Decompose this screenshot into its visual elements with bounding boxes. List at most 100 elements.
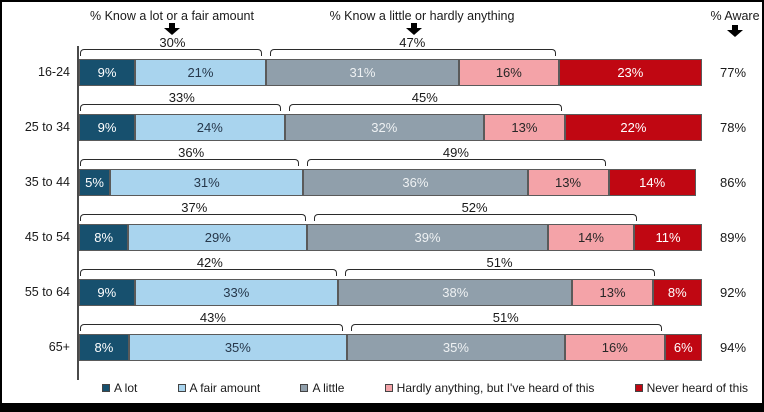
bar-segment: 14% — [547, 224, 635, 251]
legend-item: A lot — [102, 381, 137, 395]
bracket-value: 33% — [168, 90, 195, 105]
bar-segment: 8% — [652, 279, 702, 306]
header-aware: % Aware — [710, 9, 760, 23]
bar-segment: 9% — [79, 114, 136, 141]
stacked-bar: 9% 33% 38% 13% 8% — [79, 279, 702, 306]
stacked-bar: 9% 24% 32% 13% 22% — [79, 114, 702, 141]
bar-segment: 9% — [79, 59, 136, 86]
bracket-value: 52% — [461, 200, 488, 215]
bracket-value: 43% — [199, 310, 226, 325]
y-axis-line — [77, 46, 79, 380]
bar-segment: 9% — [79, 279, 135, 306]
category-label: 16-24 — [38, 65, 70, 79]
bar-segment: 8% — [79, 334, 129, 361]
bracket-know-lot-fair — [80, 324, 343, 331]
bar-segment: 33% — [134, 279, 339, 306]
legend-swatch — [177, 384, 186, 392]
bracket-know-lot-fair — [80, 159, 300, 166]
bar-segment: 13% — [483, 114, 565, 141]
bracket-know-little-hardly — [344, 269, 656, 276]
stacked-bar: 8% 35% 35% 16% 6% — [79, 334, 702, 361]
chart-row: 65+ 8% 35% 35% 16% 6% 43% 51% 94% — [2, 310, 762, 365]
bracket-know-lot-fair — [80, 269, 337, 276]
chart-row: 55 to 64 9% 33% 38% 13% 8% 42% 51% 92% — [2, 255, 762, 310]
aware-value: 77% — [719, 65, 747, 80]
legend-swatch — [384, 384, 393, 392]
bar-segment: 14% — [608, 169, 696, 196]
bar-segment: 23% — [558, 59, 702, 86]
stacked-bar: 9% 21% 31% 16% 23% — [79, 59, 702, 86]
legend-swatch — [300, 384, 309, 392]
stacked-bar: 8% 29% 39% 14% 11% — [79, 224, 702, 251]
bar-segment: 29% — [128, 224, 308, 251]
bar-segment: 6% — [664, 334, 702, 361]
bracket-know-little-hardly — [313, 214, 637, 221]
header-know-little-hardly: % Know a little or hardly anything — [329, 9, 515, 23]
bar-segment: 32% — [284, 114, 484, 141]
legend: A lot A fair amount A little Hardly anythin… — [102, 379, 748, 397]
bottom-border-bar — [2, 403, 762, 410]
bar-segment: 31% — [110, 169, 304, 196]
aware-value: 78% — [719, 120, 747, 135]
bracket-know-little-hardly — [269, 49, 556, 56]
bar-segment: 24% — [135, 114, 285, 141]
legend-label: Never heard of this — [646, 381, 748, 395]
down-arrow-icon — [164, 23, 180, 35]
legend-item: Hardly anything, but I've heard of this — [384, 381, 595, 395]
bracket-value: 37% — [181, 200, 208, 215]
bar-segment: 11% — [634, 224, 702, 251]
legend-label: Hardly anything, but I've heard of this — [396, 381, 595, 395]
bar-segment: 36% — [303, 169, 528, 196]
bracket-know-lot-fair — [80, 49, 262, 56]
bar-segment: 35% — [128, 334, 347, 361]
category-label: 65+ — [48, 340, 70, 354]
bracket-value: 51% — [492, 310, 519, 325]
aware-value: 86% — [719, 175, 747, 190]
bracket-value: 42% — [196, 255, 223, 270]
bar-segment: 35% — [346, 334, 565, 361]
legend-label: A lot — [114, 381, 138, 395]
legend-swatch — [102, 384, 110, 392]
bracket-value: 47% — [399, 35, 426, 50]
legend-item: A fair amount — [177, 381, 261, 395]
bar-segment: 16% — [459, 59, 559, 86]
bar-segment: 31% — [265, 59, 460, 86]
category-label: 45 to 54 — [24, 230, 70, 244]
bracket-value: 36% — [178, 145, 205, 160]
bracket-know-little-hardly — [307, 159, 606, 166]
legend-swatch — [634, 384, 643, 392]
down-arrow-icon — [727, 25, 743, 37]
bar-segment: 8% — [79, 224, 129, 251]
aware-value: 92% — [719, 285, 747, 300]
category-label: 25 to 34 — [24, 120, 70, 134]
bar-segment: 13% — [572, 279, 653, 306]
stacked-bar: 5% 31% 36% 13% 14% — [79, 169, 702, 196]
bracket-value: 30% — [159, 35, 186, 50]
bar-segment: 16% — [564, 334, 665, 361]
bracket-know-little-hardly — [350, 324, 662, 331]
aware-value: 89% — [719, 230, 747, 245]
chart-row: 16-24 9% 21% 31% 16% 23% 30% 47% 77% — [2, 35, 762, 90]
header-know-lot-fair: % Know a lot or a fair amount — [90, 9, 254, 23]
bar-segment: 22% — [564, 114, 702, 141]
legend-label: A fair amount — [189, 381, 261, 395]
legend-item: Never heard of this — [634, 381, 748, 395]
bar-segment: 39% — [307, 224, 548, 251]
bar-segment: 38% — [338, 279, 573, 306]
bracket-know-little-hardly — [288, 104, 562, 111]
category-label: 55 to 64 — [24, 285, 70, 299]
legend-item: A little — [300, 381, 344, 395]
bracket-know-lot-fair — [80, 214, 306, 221]
bar-segment: 21% — [135, 59, 266, 86]
bracket-value: 51% — [486, 255, 513, 270]
chart-row: 45 to 54 8% 29% 39% 14% 11% 37% 52% 89% — [2, 200, 762, 255]
category-label: 35 to 44 — [24, 175, 70, 189]
bracket-value: 49% — [442, 145, 469, 160]
bracket-know-lot-fair — [80, 104, 281, 111]
bracket-value: 45% — [411, 90, 438, 105]
bar-segment: 5% — [79, 169, 111, 196]
legend-label: A little — [312, 381, 345, 395]
down-arrow-icon — [406, 23, 422, 35]
bar-segment: 13% — [527, 169, 609, 196]
